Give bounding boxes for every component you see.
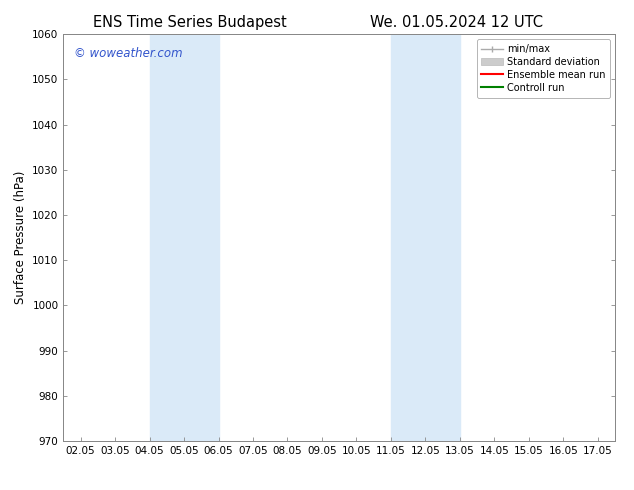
- Text: © woweather.com: © woweather.com: [74, 47, 183, 59]
- Y-axis label: Surface Pressure (hPa): Surface Pressure (hPa): [14, 171, 27, 304]
- Text: ENS Time Series Budapest: ENS Time Series Budapest: [93, 15, 287, 30]
- Legend: min/max, Standard deviation, Ensemble mean run, Controll run: min/max, Standard deviation, Ensemble me…: [477, 39, 610, 98]
- Text: We. 01.05.2024 12 UTC: We. 01.05.2024 12 UTC: [370, 15, 543, 30]
- Bar: [391, 34, 460, 441]
- Bar: [150, 34, 219, 441]
